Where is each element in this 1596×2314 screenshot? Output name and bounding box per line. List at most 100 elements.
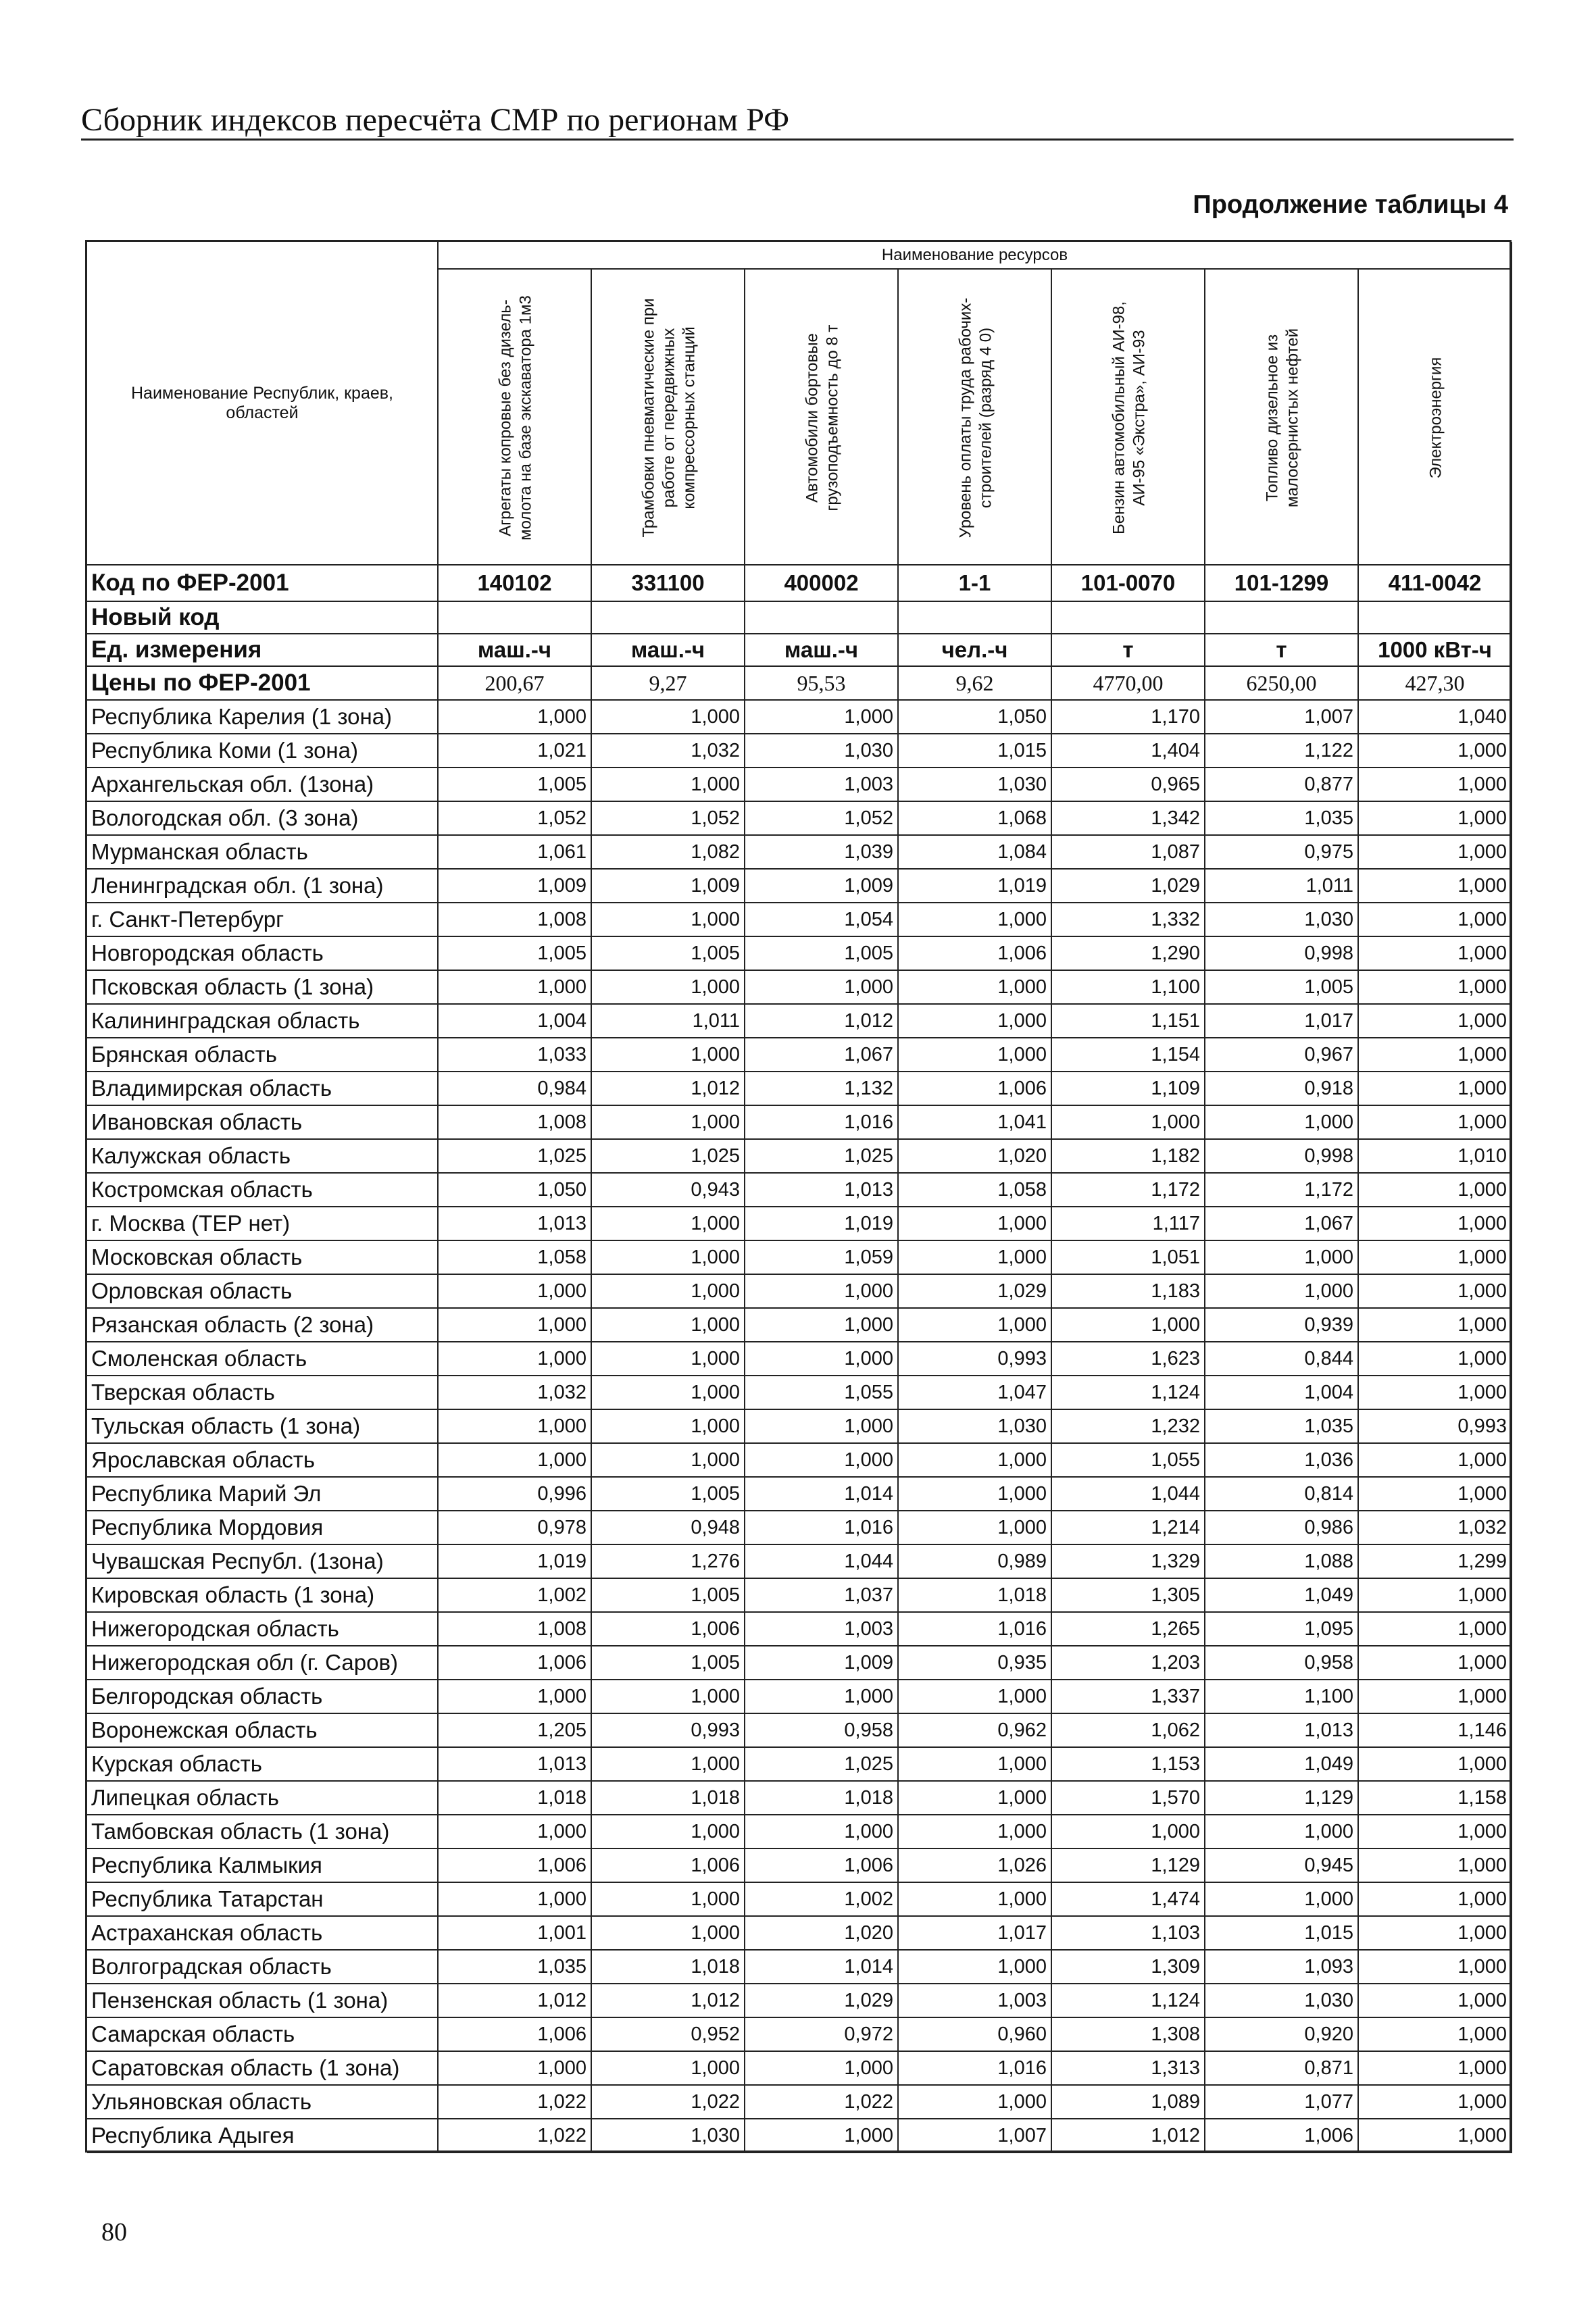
cell-value: 0,958 [1205, 1646, 1359, 1680]
cell-value: 1-1 [899, 565, 1052, 602]
cell-value: 4770,00 [1052, 667, 1205, 701]
region-name: Республика Адыгея [87, 2119, 439, 2153]
cell-value: 1,000 [899, 1815, 1052, 1849]
cell-value: 1,000 [899, 1951, 1052, 1984]
cell-value: 0,986 [1205, 1511, 1359, 1545]
cell-value: 0,844 [1205, 1342, 1359, 1376]
cell-value: 1,000 [899, 1241, 1052, 1275]
region-name: Волгоградская область [87, 1951, 439, 1984]
cell-value: т [1052, 634, 1205, 667]
cell-value: 1,005 [592, 937, 745, 971]
cell-value: 1,309 [1052, 1951, 1205, 1984]
cell-value: 1,000 [592, 1748, 745, 1782]
region-name: Астраханская область [87, 1917, 439, 1951]
cell-value: 1,000 [592, 1342, 745, 1376]
region-name: Костромская область [87, 1174, 439, 1207]
cell-value: 1,005 [592, 1646, 745, 1680]
column-header-text: Уровень оплаты труда рабочих-строителей … [955, 297, 995, 538]
cell-value: 1,124 [1052, 1376, 1205, 1410]
cell-value: 1,006 [1205, 2119, 1359, 2153]
cell-value: 1,000 [1359, 1951, 1512, 1984]
cell-value: 1,404 [1052, 734, 1205, 768]
cell-value: 95,53 [745, 667, 899, 701]
cell-value: 1,015 [899, 734, 1052, 768]
cell-value: 1,000 [899, 971, 1052, 1005]
cell-value: 1,029 [1052, 870, 1205, 903]
cell-value: 1,009 [745, 870, 899, 903]
region-name: Белгородская область [87, 1680, 439, 1714]
cell-value: 1,000 [592, 1275, 745, 1309]
cell-value: 0,871 [1205, 2052, 1359, 2086]
cell-value: 1,000 [592, 971, 745, 1005]
cell-value: 0,996 [439, 1478, 592, 1511]
cell-value: 1,342 [1052, 802, 1205, 836]
cell-value: 1,570 [1052, 1782, 1205, 1815]
cell-value: 1,000 [1205, 1106, 1359, 1140]
cell-value: 1,000 [1359, 1207, 1512, 1241]
region-name: Республика Калмыкия [87, 1849, 439, 1883]
region-name: Псковская область (1 зона) [87, 971, 439, 1005]
cell-value: 1,012 [592, 1984, 745, 2018]
cell-value: 1,000 [899, 1748, 1052, 1782]
cell-value: 1,059 [745, 1241, 899, 1275]
cell-value: 1,000 [1359, 768, 1512, 802]
cell-value: 0,920 [1205, 2018, 1359, 2052]
region-name: Республика Мордовия [87, 1511, 439, 1545]
cell-value: 427,30 [1359, 667, 1512, 701]
cell-value: 1,000 [592, 1309, 745, 1342]
cell-value: 0,993 [1359, 1410, 1512, 1444]
cell-value: 1,014 [745, 1951, 899, 1984]
cell-value: 1,000 [1359, 2052, 1512, 2086]
cell-value: 1,000 [1359, 1646, 1512, 1680]
region-name: Смоленская область [87, 1342, 439, 1376]
cell-value: 1,000 [899, 1883, 1052, 1917]
cell-value: 1,000 [1359, 1005, 1512, 1038]
cell-value: 1,007 [899, 2119, 1052, 2153]
cell-value: 1,265 [1052, 1613, 1205, 1646]
cell-value: 1,095 [1205, 1613, 1359, 1646]
cell-value: 1,032 [592, 734, 745, 768]
column-header: Автомобили бортовые грузоподъемность до … [745, 270, 899, 565]
cell-value: 1,019 [899, 870, 1052, 903]
cell-value: 1,172 [1052, 1174, 1205, 1207]
cell-value: 1,019 [745, 1207, 899, 1241]
cell-value: 1,002 [439, 1579, 592, 1613]
cell-value: 1,000 [439, 1342, 592, 1376]
cell-value: 1,006 [899, 937, 1052, 971]
row-label: Новый код [87, 602, 439, 634]
cell-value: 140102 [439, 565, 592, 602]
region-name: Республика Марий Эл [87, 1478, 439, 1511]
cell-value: 1,006 [439, 2018, 592, 2052]
cell-value: 0,978 [439, 1511, 592, 1545]
cell-value: 1,000 [745, 2052, 899, 2086]
cell-value: 1,049 [1205, 1748, 1359, 1782]
cell-value: 1,000 [1205, 1815, 1359, 1849]
region-name: Тульская область (1 зона) [87, 1410, 439, 1444]
column-header: Бензин автомобильный АИ-98, АИ-95 «Экстр… [1052, 270, 1205, 565]
cell-value [592, 602, 745, 634]
cell-value: 0,989 [899, 1545, 1052, 1579]
region-name: Тамбовская область (1 зона) [87, 1815, 439, 1849]
cell-value: 1,013 [439, 1207, 592, 1241]
cell-value: 1,000 [899, 1038, 1052, 1072]
region-name: Липецкая область [87, 1782, 439, 1815]
cell-value: 1,017 [1205, 1005, 1359, 1038]
cell-value: 1,008 [439, 1106, 592, 1140]
cell-value: 1,000 [745, 1275, 899, 1309]
cell-value: 0,972 [745, 2018, 899, 2052]
cell-value: 1,001 [439, 1917, 592, 1951]
cell-value: 1,058 [899, 1174, 1052, 1207]
cell-value: 1,003 [745, 768, 899, 802]
cell-value: 1,006 [439, 1646, 592, 1680]
cell-value: 1000 кВт-ч [1359, 634, 1512, 667]
cell-value: 1,000 [1359, 1174, 1512, 1207]
cell-value: 1,004 [1205, 1376, 1359, 1410]
cell-value: 1,003 [899, 1984, 1052, 2018]
cell-value: 1,000 [439, 1275, 592, 1309]
cell-value: 1,000 [1359, 1917, 1512, 1951]
cell-value: 1,124 [1052, 1984, 1205, 2018]
cell-value: маш.-ч [439, 634, 592, 667]
cell-value: 1,077 [1205, 2086, 1359, 2119]
cell-value: 1,000 [1359, 1815, 1512, 1849]
